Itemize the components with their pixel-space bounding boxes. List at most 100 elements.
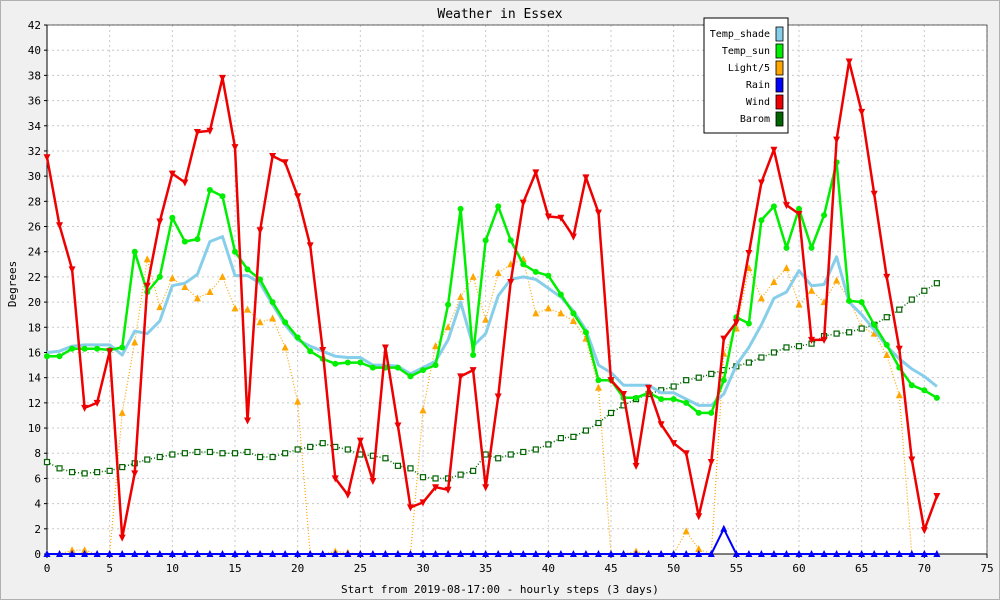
barom-point bbox=[68, 469, 76, 476]
light-5-point bbox=[695, 544, 703, 552]
legend-swatch-temp-shade bbox=[775, 26, 784, 42]
barom-point bbox=[557, 435, 564, 442]
rain-point bbox=[895, 550, 903, 557]
y-tick-label: 14 bbox=[28, 372, 42, 385]
rain-point bbox=[81, 550, 89, 557]
rain-point bbox=[820, 550, 828, 557]
temp-sun-point bbox=[796, 205, 802, 212]
wind-point bbox=[933, 493, 941, 501]
light-5-point bbox=[419, 406, 427, 414]
rain-point bbox=[469, 550, 477, 557]
rain-point bbox=[256, 550, 264, 557]
light-5-point bbox=[457, 293, 465, 301]
wind-point bbox=[143, 282, 151, 290]
wind-point bbox=[281, 159, 289, 167]
wind-point bbox=[870, 190, 878, 198]
rain-point bbox=[670, 550, 678, 557]
x-tick-label: 40 bbox=[542, 562, 555, 575]
temp-sun-point bbox=[307, 348, 314, 355]
light-5-point bbox=[557, 309, 565, 317]
rain-point bbox=[557, 550, 565, 557]
wind-point bbox=[782, 202, 790, 210]
temp-sun-point bbox=[883, 341, 890, 348]
rain-point bbox=[883, 550, 891, 557]
legend: Temp_shade Temp_sun Light/5 Rain Wind Barom bbox=[703, 17, 789, 134]
wind-point bbox=[394, 422, 402, 430]
x-tick-label: 5 bbox=[106, 562, 113, 575]
wind-point bbox=[920, 527, 928, 535]
y-tick-label: 4 bbox=[34, 498, 41, 511]
temp-sun-point bbox=[470, 351, 477, 358]
light-5-point bbox=[469, 272, 477, 280]
rain-point bbox=[845, 550, 853, 557]
temp-sun-point bbox=[194, 236, 201, 243]
x-tick-label: 70 bbox=[918, 562, 931, 575]
temp-sun-point bbox=[633, 394, 640, 401]
wind-point bbox=[883, 273, 891, 281]
wind-point bbox=[519, 199, 527, 207]
temp-sun-point bbox=[495, 203, 502, 210]
rain-point bbox=[657, 550, 665, 557]
rain-point bbox=[269, 550, 277, 557]
temp-sun-point bbox=[520, 261, 527, 268]
light-5-point bbox=[795, 300, 803, 308]
temp-sun-point bbox=[181, 238, 188, 245]
barom-point bbox=[244, 448, 251, 456]
barom-point bbox=[921, 287, 928, 294]
wind-point bbox=[419, 499, 427, 507]
rain-point bbox=[294, 550, 302, 557]
temp-sun-point bbox=[783, 244, 790, 251]
barom-point bbox=[683, 377, 690, 384]
barom-point bbox=[194, 448, 201, 456]
light-5-point bbox=[231, 304, 239, 312]
wind-point bbox=[682, 450, 690, 458]
wind-point bbox=[444, 486, 452, 494]
wind-point bbox=[206, 127, 214, 135]
temp-sun-point bbox=[294, 334, 301, 341]
x-tick-label: 15 bbox=[228, 562, 241, 575]
temp-sun-point bbox=[219, 193, 226, 200]
wind-point bbox=[620, 391, 628, 399]
rain-point bbox=[394, 550, 402, 557]
barom-point bbox=[294, 446, 301, 453]
barom-point bbox=[269, 453, 276, 461]
series-line-wind bbox=[45, 60, 939, 539]
temp-sun-point bbox=[933, 394, 940, 401]
light-5-point bbox=[444, 323, 452, 331]
y-tick-label: 10 bbox=[28, 422, 41, 435]
wind-point bbox=[494, 393, 502, 401]
x-axis-label: Start from 2019-08-17:00 - hourly steps … bbox=[341, 583, 659, 596]
rain-point bbox=[156, 550, 164, 557]
temp-sun-point bbox=[44, 353, 50, 360]
wind-point bbox=[745, 249, 753, 257]
x-tick-label: 75 bbox=[980, 562, 993, 575]
temp-sun-point bbox=[169, 214, 176, 221]
rain-point bbox=[118, 550, 126, 557]
temp-sun-point bbox=[770, 203, 777, 210]
light-5-point bbox=[482, 315, 490, 323]
wind-point bbox=[607, 377, 615, 385]
legend-label-temp-shade: Temp_shade bbox=[710, 29, 770, 40]
temp-sun-point bbox=[357, 359, 364, 366]
wind-point bbox=[244, 417, 252, 425]
wind-point bbox=[381, 344, 389, 352]
wind-point bbox=[269, 152, 277, 160]
wind-point bbox=[808, 336, 816, 344]
temp-sun-point bbox=[708, 409, 715, 416]
series-group bbox=[43, 58, 941, 557]
y-axis-label: Degrees bbox=[6, 261, 19, 307]
temp-sun-point bbox=[871, 321, 878, 328]
barom-point bbox=[231, 450, 239, 457]
light-5-point bbox=[281, 343, 289, 351]
temp-sun-point bbox=[244, 266, 251, 273]
barom-point bbox=[94, 469, 101, 476]
x-tick-label: 30 bbox=[416, 562, 429, 575]
temp-sun-point bbox=[507, 237, 514, 244]
rain-point bbox=[56, 550, 64, 557]
x-tick-label: 45 bbox=[604, 562, 617, 575]
y-tick-label: 6 bbox=[34, 472, 41, 485]
wind-point bbox=[118, 534, 126, 542]
y-tick-label: 40 bbox=[28, 44, 41, 57]
wind-point bbox=[482, 484, 490, 492]
rain-point bbox=[168, 550, 176, 557]
